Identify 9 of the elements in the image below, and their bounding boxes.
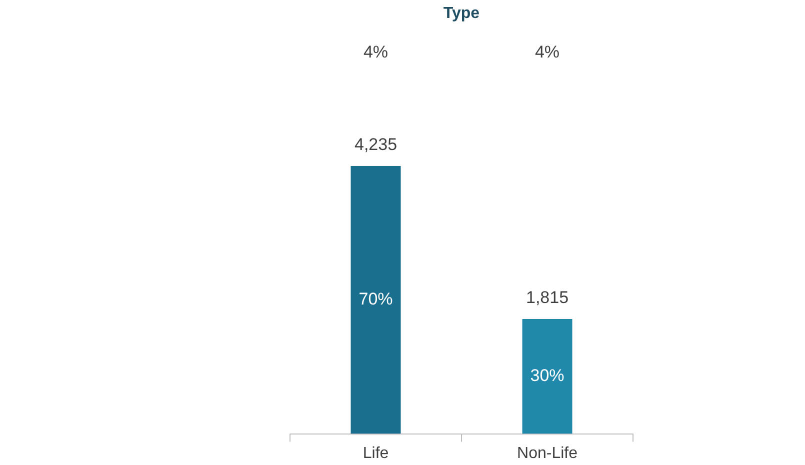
data-label: 1,815 xyxy=(526,288,569,308)
x-tick-label: Life xyxy=(362,444,389,462)
x-tick-label: Non-Life xyxy=(517,444,578,462)
text: 4% xyxy=(363,42,388,62)
chart-title: Type xyxy=(443,5,480,22)
annotation: 70% xyxy=(358,290,393,309)
data-label: 4,235 xyxy=(354,135,398,154)
text: 4% xyxy=(534,42,560,62)
annotation: 30% xyxy=(530,366,564,386)
